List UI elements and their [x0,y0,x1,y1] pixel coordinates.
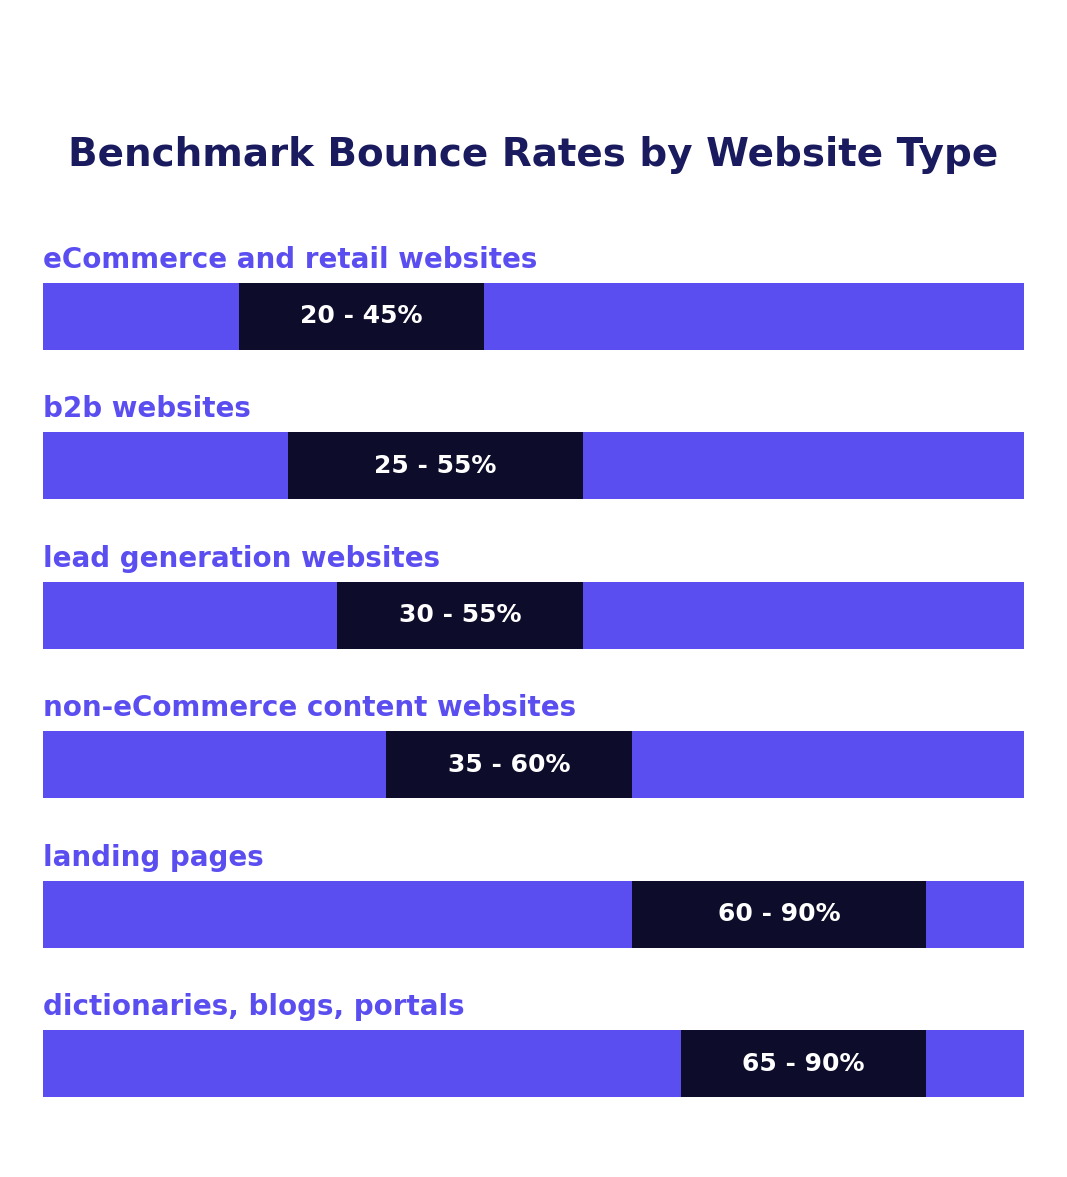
Bar [681,1030,926,1097]
Bar [43,731,1024,798]
Bar [632,880,926,947]
Text: landing pages: landing pages [43,844,264,872]
Text: non-eCommerce content websites: non-eCommerce content websites [43,694,576,723]
Text: Benchmark Bounce Rates by Website Type: Benchmark Bounce Rates by Website Type [68,137,999,174]
Bar [288,432,583,499]
Text: 20 - 45%: 20 - 45% [301,304,423,328]
Text: eCommerce and retail websites: eCommerce and retail websites [43,246,537,273]
Text: dictionaries, blogs, portals: dictionaries, blogs, portals [43,993,464,1022]
Bar [239,282,484,350]
Bar [43,1030,1024,1097]
Text: 30 - 55%: 30 - 55% [399,604,521,627]
Bar [43,282,1024,350]
Text: 35 - 60%: 35 - 60% [448,753,570,777]
Text: 65 - 90%: 65 - 90% [743,1052,864,1076]
Text: lead generation websites: lead generation websites [43,545,440,573]
Bar [43,432,1024,499]
Bar [386,731,632,798]
Bar [337,581,583,649]
Bar [43,880,1024,947]
Bar [43,581,1024,649]
Text: 60 - 90%: 60 - 90% [718,903,840,926]
Text: 25 - 55%: 25 - 55% [375,453,496,478]
Text: b2b websites: b2b websites [43,395,251,423]
